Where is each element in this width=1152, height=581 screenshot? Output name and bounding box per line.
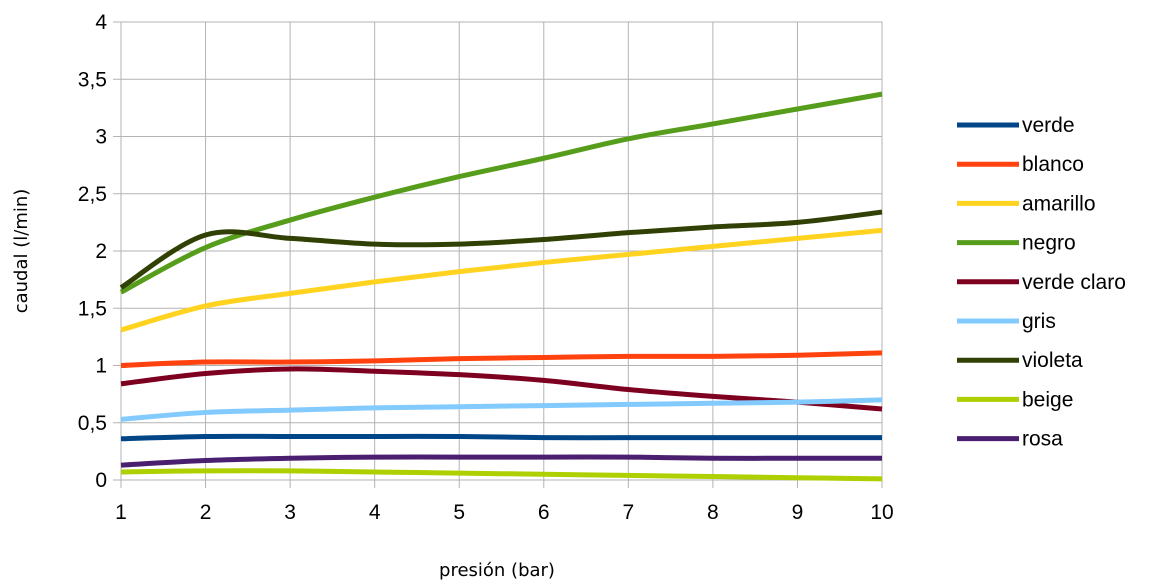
x-tick-label: 6 bbox=[538, 501, 550, 524]
x-tick-label: 2 bbox=[200, 501, 212, 524]
series-line-verde-claro bbox=[120, 366, 883, 412]
x-tick-label: 9 bbox=[792, 501, 804, 524]
y-tick-label: 1,5 bbox=[78, 297, 107, 320]
legend-label: gris bbox=[1022, 310, 1056, 333]
series-line-verde bbox=[120, 433, 882, 442]
y-tick-label: 3 bbox=[95, 126, 107, 149]
gridlines bbox=[120, 21, 883, 481]
legend-label: beige bbox=[1022, 388, 1073, 411]
y-tick-label: 2 bbox=[95, 240, 107, 263]
legend-item-violeta: violeta bbox=[957, 349, 1083, 372]
series-line-blanco bbox=[120, 350, 883, 368]
legend-item-verde-claro: verde claro bbox=[957, 271, 1126, 294]
series-line-beige bbox=[120, 468, 883, 482]
legend-label: blanco bbox=[1022, 153, 1084, 176]
x-tick-label: 7 bbox=[622, 501, 634, 524]
y-axis-ticks: 0 0,5 1 1,5 2 2,5 3 3,5 4 bbox=[78, 11, 121, 492]
x-tick-label: 10 bbox=[870, 501, 893, 524]
series-line-rosa bbox=[120, 454, 882, 468]
x-axis-ticks: 1 2 3 4 5 6 7 8 9 10 bbox=[115, 480, 894, 524]
legend-item-negro: negro bbox=[957, 232, 1076, 255]
legend-item-beige: beige bbox=[957, 388, 1073, 411]
legend-label: verde bbox=[1022, 114, 1075, 137]
x-tick-label: 3 bbox=[284, 501, 296, 524]
y-tick-label: 4 bbox=[95, 11, 107, 34]
x-axis-label: presión (bar) bbox=[439, 560, 555, 581]
series-line-gris bbox=[120, 397, 883, 422]
legend-item-blanco: blanco bbox=[957, 153, 1084, 176]
legend-label: negro bbox=[1022, 232, 1076, 255]
series-line-violeta bbox=[119, 209, 883, 290]
y-tick-label: 0,5 bbox=[78, 412, 107, 435]
series-lines bbox=[119, 91, 883, 482]
y-tick-label: 1 bbox=[95, 355, 107, 378]
legend-label: amarillo bbox=[1022, 192, 1096, 215]
y-tick-label: 0 bbox=[95, 469, 107, 492]
legend-label: violeta bbox=[1022, 349, 1083, 372]
legend-item-verde: verde bbox=[957, 114, 1075, 137]
y-axis-label: caudal (l/min) bbox=[11, 189, 32, 314]
x-tick-label: 4 bbox=[369, 501, 381, 524]
legend-label: verde claro bbox=[1022, 271, 1126, 294]
series-line-negro bbox=[119, 91, 883, 295]
legend-item-gris: gris bbox=[957, 310, 1056, 333]
legend-item-amarillo: amarillo bbox=[957, 192, 1096, 215]
x-tick-label: 5 bbox=[453, 501, 465, 524]
legend-item-rosa: rosa bbox=[957, 428, 1063, 451]
series-line-amarillo bbox=[120, 227, 883, 333]
y-tick-label: 3,5 bbox=[78, 68, 107, 91]
legend: verde blanco amarillo negro verde claro gris v… bbox=[957, 114, 1126, 451]
x-tick-label: 1 bbox=[115, 501, 127, 524]
x-tick-label: 8 bbox=[707, 501, 719, 524]
y-tick-label: 2,5 bbox=[78, 183, 107, 206]
legend-label: rosa bbox=[1022, 428, 1063, 451]
